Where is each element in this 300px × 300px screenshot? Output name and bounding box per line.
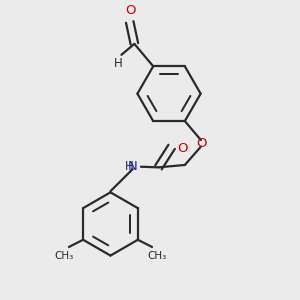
Text: O: O — [177, 142, 188, 155]
Text: CH₃: CH₃ — [147, 251, 166, 261]
Text: H: H — [113, 57, 122, 70]
Text: N: N — [128, 160, 137, 173]
Text: O: O — [125, 4, 136, 17]
Text: H: H — [125, 160, 134, 173]
Text: CH₃: CH₃ — [55, 251, 74, 261]
Text: O: O — [196, 136, 207, 149]
